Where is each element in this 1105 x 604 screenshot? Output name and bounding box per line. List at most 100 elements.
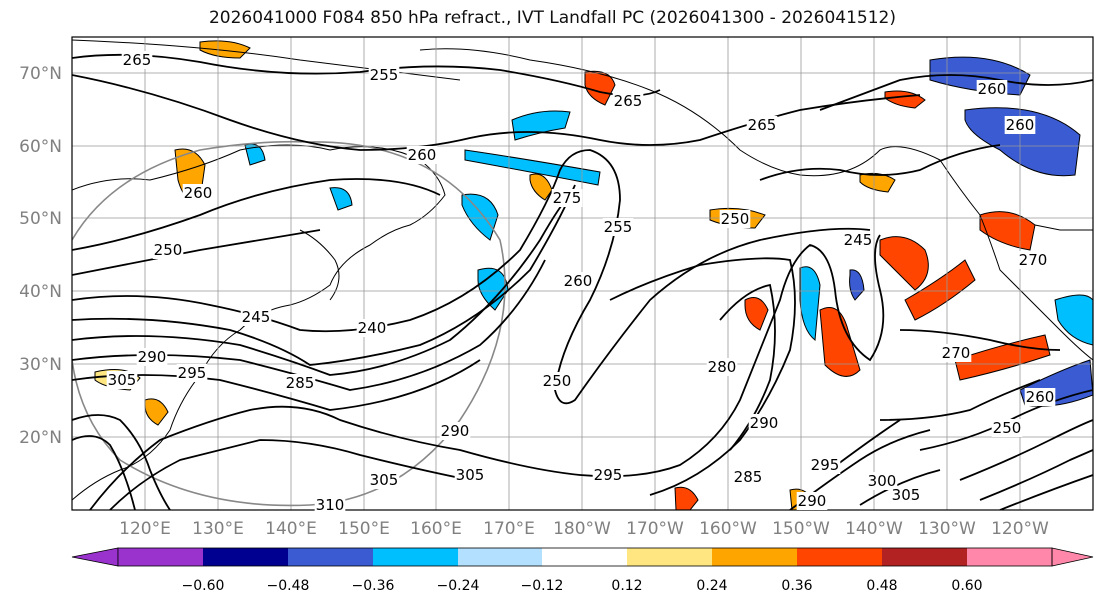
contour-label-bg bbox=[240, 308, 272, 326]
contour-label: 300 bbox=[868, 472, 897, 490]
contour-label-bg bbox=[176, 364, 208, 382]
contour-label-bg bbox=[991, 419, 1023, 437]
contour-label: 270 bbox=[1019, 251, 1048, 269]
colorbar-tick: 0.48 bbox=[866, 578, 897, 594]
lon-label: 170°E bbox=[483, 519, 535, 539]
contour-label-bg bbox=[809, 456, 841, 474]
colorbar-tick: −0.36 bbox=[352, 578, 395, 594]
contour-label: 265 bbox=[614, 92, 643, 110]
contour-label: 240 bbox=[358, 319, 387, 337]
contour-label-bg bbox=[732, 468, 764, 486]
colorbar-extend-left bbox=[71, 547, 119, 567]
lat-label: 20°N bbox=[19, 428, 62, 448]
orange-patch bbox=[529, 173, 553, 201]
contour-label: 280 bbox=[708, 358, 737, 376]
map-frame bbox=[71, 36, 1094, 511]
lon-label: 170°W bbox=[626, 519, 684, 539]
colorbar-segment bbox=[373, 548, 458, 566]
colorbar-segment bbox=[627, 548, 712, 566]
contour-label-bg bbox=[121, 51, 153, 69]
orange-patch bbox=[954, 334, 1051, 381]
blue-patch bbox=[849, 269, 865, 301]
contour-label-bg bbox=[940, 344, 972, 362]
contour-label: 260 bbox=[564, 272, 593, 290]
lat-label: 60°N bbox=[19, 137, 62, 157]
contour-label-bg bbox=[284, 374, 316, 392]
contour-labels: 265 255 265 265 260 260 260 260 275 255 … bbox=[106, 51, 1056, 514]
blue-patch bbox=[461, 193, 499, 241]
contour-label-bg bbox=[562, 272, 594, 290]
colorbar-segment bbox=[797, 548, 882, 566]
colorbar-frame bbox=[117, 547, 1053, 567]
contour-label: 260 bbox=[978, 80, 1007, 98]
colorbar: −0.60 −0.48 −0.36 −0.24 −0.12 0.12 0.24 … bbox=[71, 547, 1094, 594]
colorbar-segment bbox=[542, 548, 627, 566]
contour-label: 260 bbox=[408, 146, 437, 164]
contour-label: 305 bbox=[892, 486, 921, 504]
contour-label: 305 bbox=[456, 466, 485, 484]
colorbar-segment bbox=[712, 548, 797, 566]
lon-label: 130°E bbox=[192, 519, 244, 539]
contour-label: 270 bbox=[942, 344, 971, 362]
contour-label-bg bbox=[551, 189, 583, 207]
contour-label: 265 bbox=[748, 116, 777, 134]
contour-label-bg bbox=[842, 231, 874, 249]
colorbar-segment bbox=[458, 548, 542, 566]
contour-label: 250 bbox=[543, 372, 572, 390]
contour-label: 255 bbox=[604, 218, 633, 236]
contour-label: 250 bbox=[993, 419, 1022, 437]
contour-label: 260 bbox=[1026, 388, 1055, 406]
orange-patch bbox=[674, 486, 699, 510]
contour-label-bg bbox=[748, 414, 780, 432]
colorbar-extend-right bbox=[1051, 547, 1094, 567]
contour-label-bg bbox=[356, 319, 388, 337]
orange-patch bbox=[144, 398, 169, 426]
lon-label: 130°W bbox=[918, 519, 976, 539]
lon-label: 120°E bbox=[119, 519, 171, 539]
lon-labels: 120°E 130°E 140°E 150°E 160°E 170°E 180°… bbox=[119, 519, 1049, 539]
lon-label: 150°E bbox=[338, 519, 390, 539]
lon-label: 150°W bbox=[772, 519, 830, 539]
contour-label-bg bbox=[1024, 388, 1056, 406]
contour-label-bg bbox=[1017, 251, 1049, 269]
contour-label: 290 bbox=[441, 422, 470, 440]
orange-patch bbox=[744, 297, 769, 331]
contour-label: 285 bbox=[734, 468, 763, 486]
colorbar-tick: 0.24 bbox=[696, 578, 727, 594]
contour-label: 295 bbox=[811, 456, 840, 474]
blue-patch bbox=[964, 107, 1081, 177]
contour-label: 265 bbox=[123, 51, 152, 69]
contour-label-bg bbox=[866, 472, 898, 490]
contour-label: 260 bbox=[1006, 116, 1035, 134]
colorbar-tick: −0.12 bbox=[521, 578, 564, 594]
contour-label: 290 bbox=[138, 348, 167, 366]
colorbar-tick: 0.36 bbox=[781, 578, 812, 594]
lat-labels: 70°N 60°N 50°N 40°N 30°N 20°N bbox=[19, 64, 62, 448]
lon-label: 140°E bbox=[265, 519, 317, 539]
contour-label-bg bbox=[1004, 116, 1036, 134]
contour-label-bg bbox=[182, 184, 214, 202]
contour-label: 255 bbox=[370, 66, 399, 84]
blue-patch bbox=[1054, 294, 1093, 346]
contour-label-bg bbox=[406, 146, 438, 164]
orange-patch bbox=[859, 172, 896, 193]
contour-label: 310 bbox=[316, 496, 345, 514]
contour-label-bg bbox=[439, 422, 471, 440]
lon-label: 140°W bbox=[845, 519, 903, 539]
colorbar-tick: −0.24 bbox=[437, 578, 480, 594]
contour-label-bg bbox=[454, 466, 486, 484]
lat-label: 40°N bbox=[19, 282, 62, 302]
contour-label: 275 bbox=[553, 189, 582, 207]
contour-label: 295 bbox=[178, 364, 207, 382]
lon-label: 120°W bbox=[991, 519, 1049, 539]
orange-patch bbox=[199, 40, 251, 59]
orange-patch bbox=[979, 211, 1036, 251]
contour-label-bg bbox=[368, 471, 400, 489]
lat-label: 50°N bbox=[19, 209, 62, 229]
contour-label-bg bbox=[890, 486, 922, 504]
blue-patch bbox=[477, 267, 509, 311]
contour-label-bg bbox=[314, 496, 346, 514]
colorbar-segment bbox=[118, 548, 203, 566]
lon-label: 160°E bbox=[410, 519, 462, 539]
